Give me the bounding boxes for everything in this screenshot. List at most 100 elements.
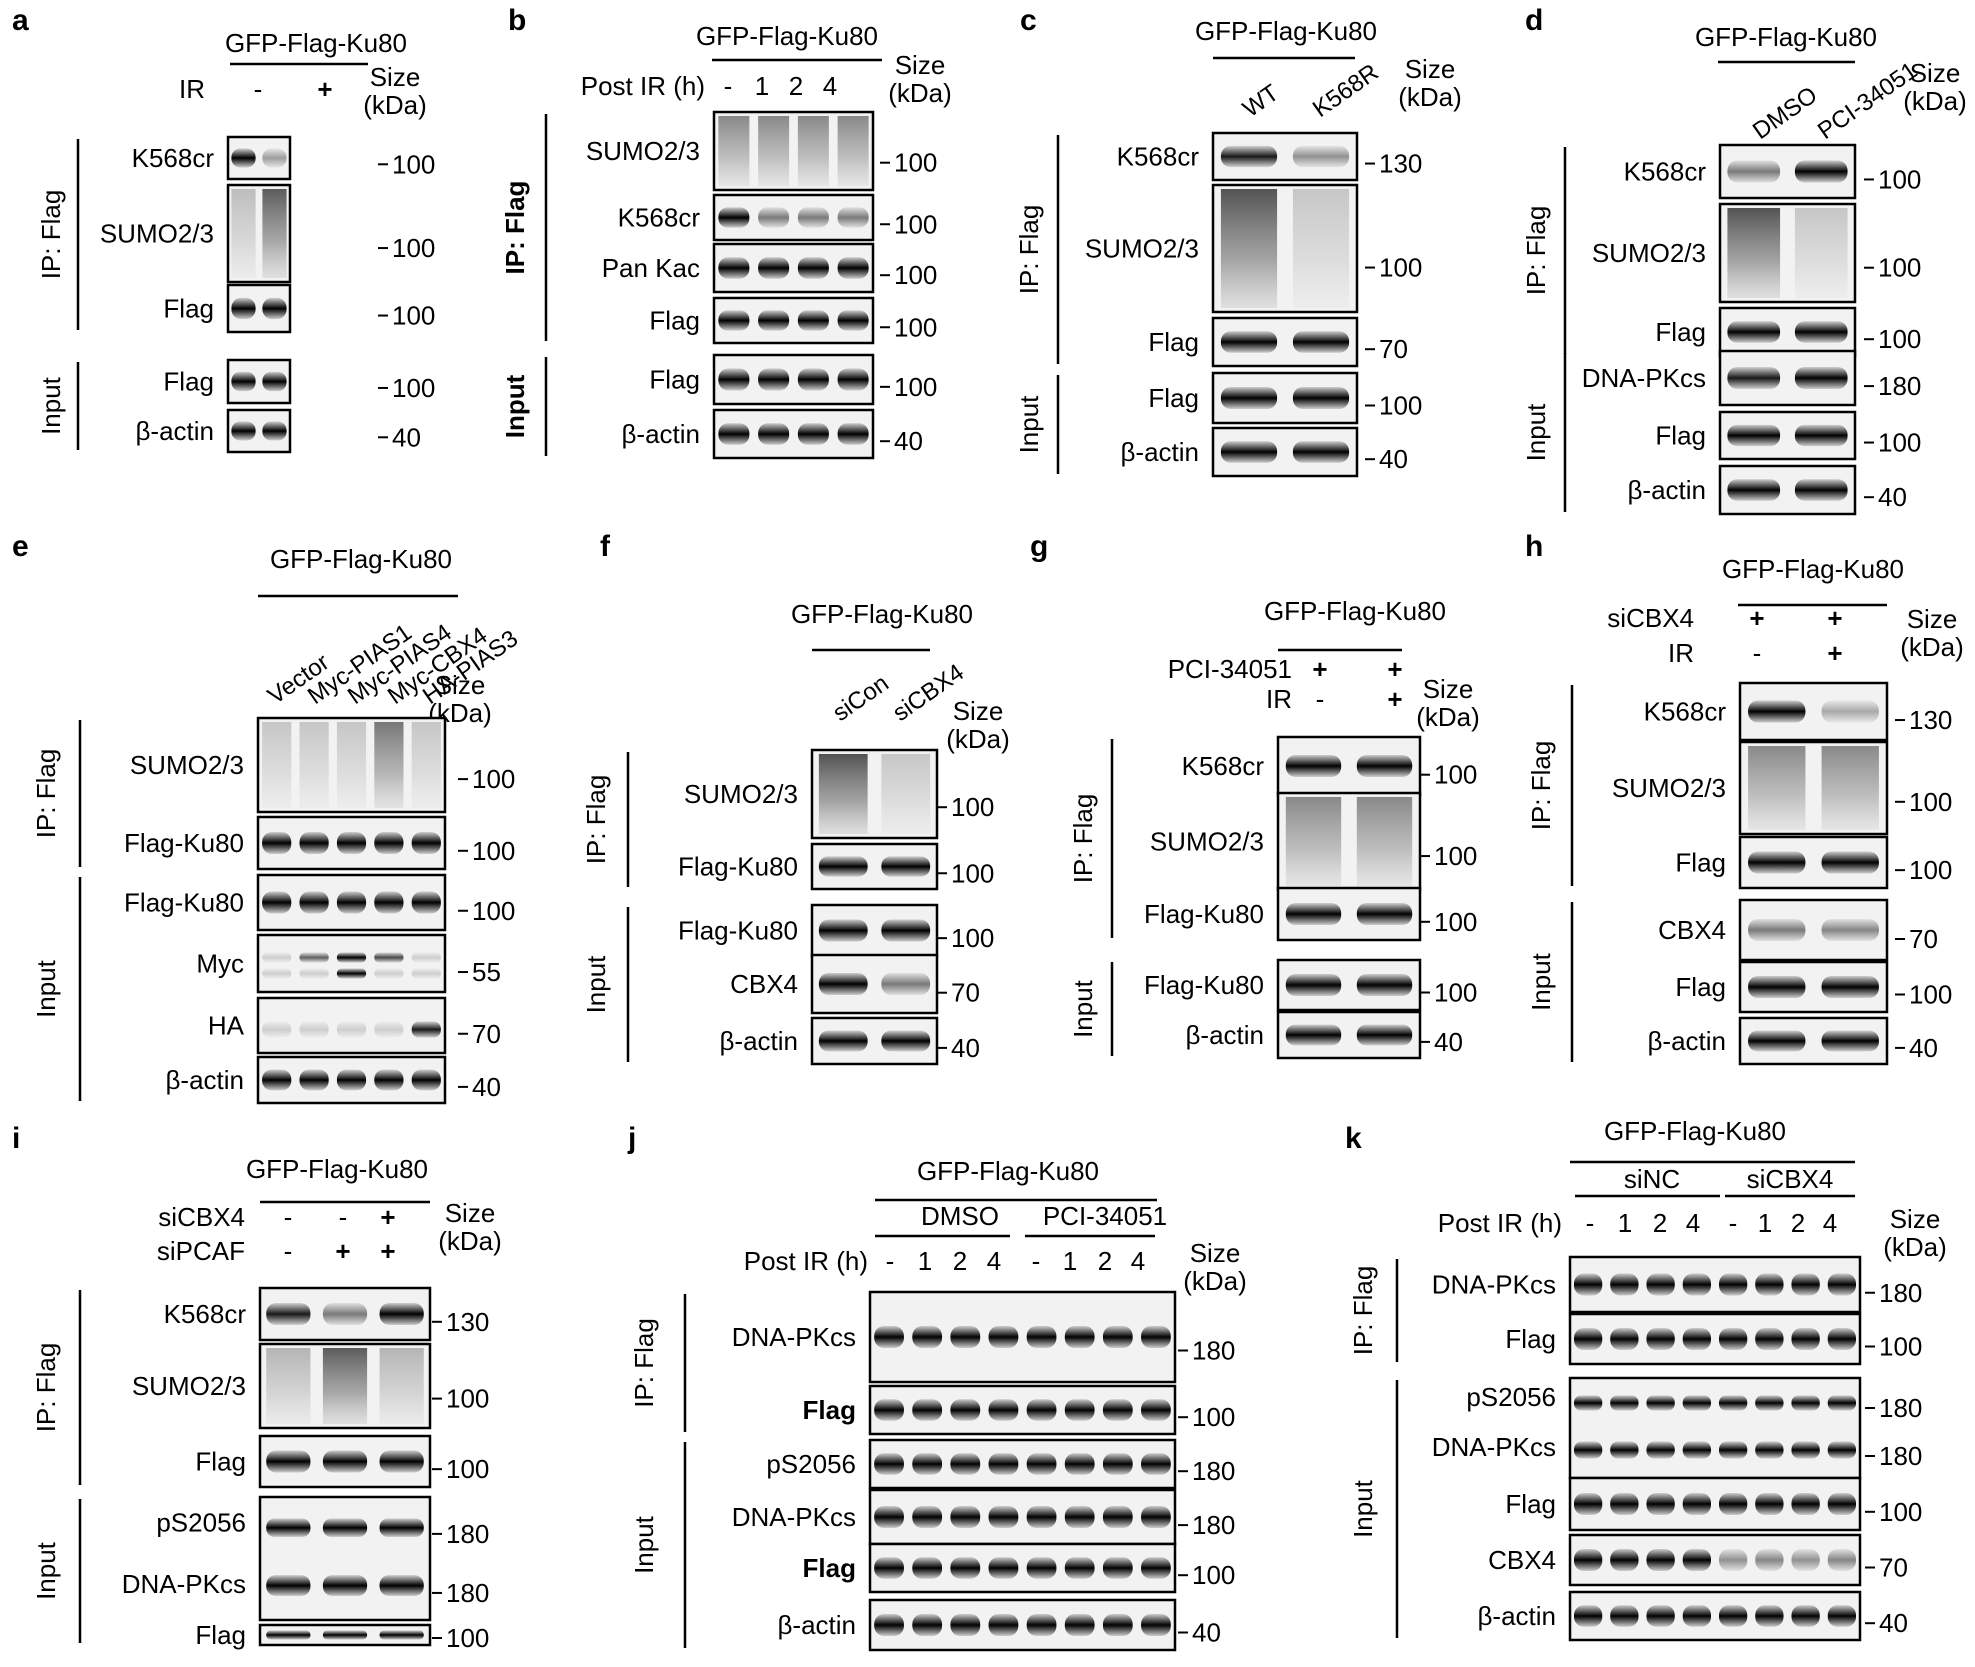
condition-name: siCBX4 bbox=[1607, 603, 1694, 633]
condition-value: 1 bbox=[1063, 1246, 1077, 1276]
protein-band bbox=[1718, 1328, 1748, 1350]
protein-band bbox=[1102, 1557, 1133, 1579]
condition-value: 4 bbox=[1686, 1208, 1700, 1238]
protein-band bbox=[1285, 1024, 1342, 1046]
condition-name: siPCAF bbox=[157, 1236, 245, 1266]
blot-row bbox=[712, 242, 875, 294]
panel-e: e GFP-Flag-Ku80VectorMyc-PIAS1Myc-PIAS4My… bbox=[12, 530, 523, 1105]
row-label: SUMO2/3 bbox=[684, 779, 798, 809]
protein-band bbox=[374, 1069, 404, 1091]
size-label: Size bbox=[1907, 604, 1958, 634]
row-label: DNA-PKcs bbox=[732, 1322, 856, 1352]
size-marker: 100 bbox=[951, 858, 994, 888]
row-label: Flag-Ku80 bbox=[124, 828, 244, 858]
protein-band bbox=[818, 973, 868, 995]
panel-letter: b bbox=[508, 4, 526, 37]
protein-band bbox=[1791, 1549, 1820, 1571]
construct-header: GFP-Flag-Ku80 bbox=[1722, 554, 1904, 584]
smear-lane bbox=[322, 1348, 368, 1424]
blot-row bbox=[868, 1488, 1177, 1546]
condition-value: - bbox=[284, 1202, 293, 1232]
protein-band bbox=[1791, 1273, 1820, 1296]
row-label: β-actin bbox=[719, 1026, 798, 1056]
size-label: Size bbox=[895, 50, 946, 80]
protein-band bbox=[1718, 1549, 1748, 1571]
size-marker: 100 bbox=[446, 1623, 489, 1653]
blot-row bbox=[258, 1286, 432, 1342]
protein-band bbox=[1827, 1493, 1857, 1515]
protein-band bbox=[874, 1326, 904, 1348]
protein-band bbox=[1064, 1326, 1095, 1348]
group-label: Input bbox=[581, 955, 611, 1014]
size-marker: 40 bbox=[1434, 1027, 1463, 1057]
protein-band bbox=[1102, 1506, 1133, 1528]
blot-row bbox=[1568, 1476, 1862, 1532]
protein-band bbox=[988, 1326, 1019, 1348]
construct-header: GFP-Flag-Ku80 bbox=[1604, 1116, 1786, 1146]
condition-value: 4 bbox=[987, 1246, 1001, 1276]
size-marker: 100 bbox=[894, 260, 937, 290]
blot-row bbox=[1276, 958, 1422, 1012]
blot-row bbox=[226, 358, 292, 405]
protein-band bbox=[758, 423, 790, 445]
row-label: DNA-PKcs bbox=[732, 1502, 856, 1532]
protein-band bbox=[379, 1303, 424, 1325]
blot-row bbox=[1211, 371, 1359, 425]
protein-band bbox=[336, 891, 367, 914]
protein-band bbox=[1026, 1614, 1057, 1636]
condition-name: IR bbox=[1266, 684, 1292, 714]
row-label: CBX4 bbox=[1488, 1545, 1556, 1575]
protein-band bbox=[950, 1614, 981, 1636]
protein-band bbox=[988, 1614, 1019, 1636]
protein-band bbox=[1794, 479, 1848, 501]
row-label: SUMO2/3 bbox=[100, 219, 214, 249]
construct-header: GFP-Flag-Ku80 bbox=[1195, 16, 1377, 46]
smear-lane bbox=[1727, 208, 1781, 298]
size-marker: 180 bbox=[1879, 1393, 1922, 1423]
protein-band bbox=[1292, 331, 1350, 353]
size-marker: 100 bbox=[1878, 164, 1921, 194]
protein-band bbox=[1748, 976, 1806, 998]
blot-row bbox=[226, 283, 292, 334]
protein-band bbox=[950, 1326, 981, 1348]
blot-row bbox=[1211, 131, 1359, 182]
protein-band bbox=[988, 1453, 1019, 1475]
protein-band bbox=[1748, 851, 1806, 874]
protein-band bbox=[262, 148, 287, 168]
protein-band bbox=[231, 148, 256, 168]
protein-band bbox=[1064, 1557, 1095, 1579]
condition-value: - bbox=[1586, 1208, 1595, 1238]
protein-band bbox=[262, 952, 292, 963]
protein-band bbox=[1285, 755, 1342, 777]
blot-row bbox=[810, 953, 939, 1015]
blot-box bbox=[256, 933, 447, 994]
size-marker: 180 bbox=[1192, 1336, 1235, 1366]
protein-band bbox=[837, 310, 869, 331]
blot-row bbox=[258, 1342, 432, 1430]
protein-band bbox=[1718, 1605, 1748, 1627]
protein-band bbox=[1220, 145, 1278, 168]
protein-band bbox=[1791, 1493, 1820, 1515]
blot-row bbox=[1568, 1533, 1862, 1587]
protein-band bbox=[797, 310, 829, 331]
size-marker: 100 bbox=[1909, 980, 1952, 1010]
construct-header: GFP-Flag-Ku80 bbox=[246, 1154, 428, 1184]
protein-band bbox=[1821, 851, 1879, 874]
protein-band bbox=[1791, 1441, 1820, 1459]
condition-value: - bbox=[339, 1202, 348, 1232]
group-label: IP: Flag bbox=[629, 1318, 659, 1408]
protein-band bbox=[1285, 974, 1342, 996]
protein-band bbox=[1682, 1328, 1712, 1350]
protein-band bbox=[758, 207, 790, 228]
size-marker: 40 bbox=[1878, 482, 1907, 512]
protein-band bbox=[758, 368, 790, 391]
smear-lane bbox=[374, 722, 404, 808]
subgroup-label: PCI-34051 bbox=[1043, 1201, 1167, 1231]
condition-value: 1 bbox=[755, 71, 769, 101]
blot-row bbox=[1738, 835, 1889, 890]
protein-band bbox=[336, 968, 367, 979]
